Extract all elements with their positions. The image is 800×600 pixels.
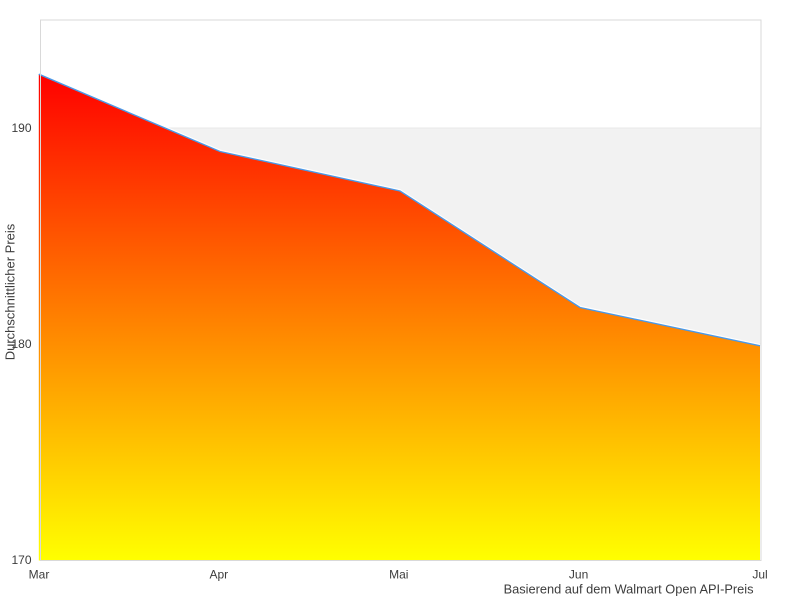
svg-text:Apr: Apr <box>209 568 228 582</box>
svg-text:170: 170 <box>11 553 31 567</box>
svg-text:Mai: Mai <box>389 568 408 582</box>
svg-text:Basierend auf dem Walmart Open: Basierend auf dem Walmart Open API-Preis <box>504 582 754 597</box>
svg-text:180: 180 <box>11 337 31 351</box>
svg-text:Jul: Jul <box>752 568 767 582</box>
svg-text:Durchschnittlicher Preis: Durchschnittlicher Preis <box>3 223 18 360</box>
svg-text:190: 190 <box>11 121 31 135</box>
svg-text:Jun: Jun <box>569 568 588 582</box>
svg-text:Mar: Mar <box>29 568 50 582</box>
